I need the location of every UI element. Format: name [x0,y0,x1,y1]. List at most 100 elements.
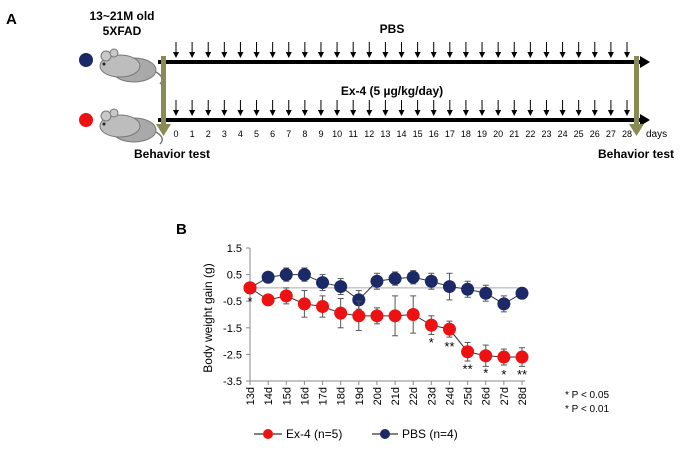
x-tick-label-16d: 16d [299,387,311,405]
y-axis-label: Body weight gain (g) [201,263,215,372]
series-layer [243,267,529,367]
day-tick-14: 14 [396,129,406,139]
x-tick-label-25d: 25d [463,387,475,405]
mouse-description-line2: 5XFAD [103,24,142,38]
day-tick-18: 18 [461,129,471,139]
day-tick-8: 8 [302,129,307,139]
pvalue-note-1: * P < 0.05 [565,390,609,401]
data-point [297,297,311,311]
data-point [334,280,348,294]
data-point [479,349,493,363]
ex4-injection-arrows [173,100,630,116]
x-tick-label-20d: 20d [372,387,384,405]
ex4-timeline-arrowhead [640,114,650,126]
y-tick-label: 0.5 [227,270,242,282]
panel-b-label: B [176,221,187,238]
data-point [352,309,366,323]
x-tick-label-27d: 27d [499,387,511,405]
data-point [370,274,384,288]
data-point [515,286,529,300]
significance-mark: ** [463,362,473,377]
significance-mark: * [429,335,434,350]
x-tick-label-15d: 15d [281,387,293,405]
day-tick-3: 3 [222,129,227,139]
days-unit-label: days [646,129,667,140]
significance-markers: ** **** * * ** [247,294,527,382]
ex4-group-dot [79,113,93,127]
significance-mark: * [501,367,506,382]
chart-legend: Ex-4 (n=5) PBS (n=4) [254,427,458,441]
significance-mark: ** [517,367,527,382]
data-point [352,293,366,307]
day-tick-labels: 0 1 2 3 4 5 6 7 8 9 10 11 12 13 14 15 16 17 18 19 20 21 22 23 24… [173,129,632,139]
data-point [316,300,330,314]
x-tick-label-18d: 18d [336,387,348,405]
x-tick-label-28d: 28d [517,387,529,405]
day-tick-9: 9 [318,129,323,139]
weight-gain-chart: Body weight gain (g) 1.5 0.5 -0.5 -1.5 -2.5 -… [201,243,529,405]
day-tick-19: 19 [477,129,487,139]
day-tick-13: 13 [380,129,390,139]
y-tick-label: -0.5 [223,296,242,308]
data-point [261,270,275,284]
y-tick-label: -3.5 [223,376,242,388]
data-point [424,274,438,288]
legend-entry-ex4: Ex-4 (n=5) [254,427,342,441]
day-tick-23: 23 [541,129,551,139]
day-tick-24: 24 [558,129,568,139]
mouse-description-line1: 13~21M old [89,9,154,23]
behavior-test-marker-right [629,56,644,136]
data-point [461,345,475,359]
mouse-icon-pbs [99,48,163,85]
behavior-test-marker-left [156,56,171,136]
series-line [249,274,523,305]
mouse-icon-ex4 [99,108,163,145]
x-tick-label-21d: 21d [390,387,402,405]
day-tick-2: 2 [206,129,211,139]
day-tick-12: 12 [364,129,374,139]
x-tick-label-24d: 24d [444,387,456,405]
day-tick-15: 15 [413,129,423,139]
data-point [497,350,511,364]
data-point [406,270,420,284]
day-tick-26: 26 [590,129,600,139]
series-line [249,287,522,358]
data-point [515,350,529,364]
behavior-test-left-label: Behavior test [134,147,210,161]
legend-label-pbs: PBS (n=4) [402,427,458,441]
day-tick-7: 7 [286,129,291,139]
y-tick-label: -1.5 [223,323,242,335]
data-point [388,272,402,286]
data-point [279,289,293,303]
day-tick-10: 10 [332,129,342,139]
x-tick-label-14d: 14d [263,387,275,405]
data-point [461,282,475,296]
day-tick-22: 22 [525,129,535,139]
y-ticks: 1.5 0.5 -0.5 -1.5 -2.5 -3.5 [223,243,250,388]
panel-a-label: A [6,11,17,28]
day-tick-25: 25 [574,129,584,139]
data-point [370,309,384,323]
day-tick-11: 11 [349,129,358,139]
day-tick-16: 16 [429,129,439,139]
data-point [243,281,257,295]
day-tick-6: 6 [270,129,275,139]
x-tick-label-17d: 17d [318,387,330,405]
data-point [497,297,511,311]
day-tick-28: 28 [622,129,632,139]
legend-entry-pbs: PBS (n=4) [372,427,458,441]
x-tick-label-26d: 26d [481,387,493,405]
significance-mark: * [483,366,488,381]
day-tick-21: 21 [509,129,519,139]
data-point [479,286,493,300]
data-point [442,322,456,336]
pvalue-note-2: * P < 0.01 [565,404,609,415]
x-tick-label-19d: 19d [354,387,366,405]
x-tick-label-22d: 22d [408,387,420,405]
pbs-timeline-label: PBS [380,22,405,36]
ex4-timeline-label: Ex-4 (5 µg/kg/day) [341,84,443,98]
behavior-test-right-label: Behavior test [598,147,674,161]
x-tick-label-23d: 23d [426,387,438,405]
day-tick-1: 1 [190,129,195,139]
